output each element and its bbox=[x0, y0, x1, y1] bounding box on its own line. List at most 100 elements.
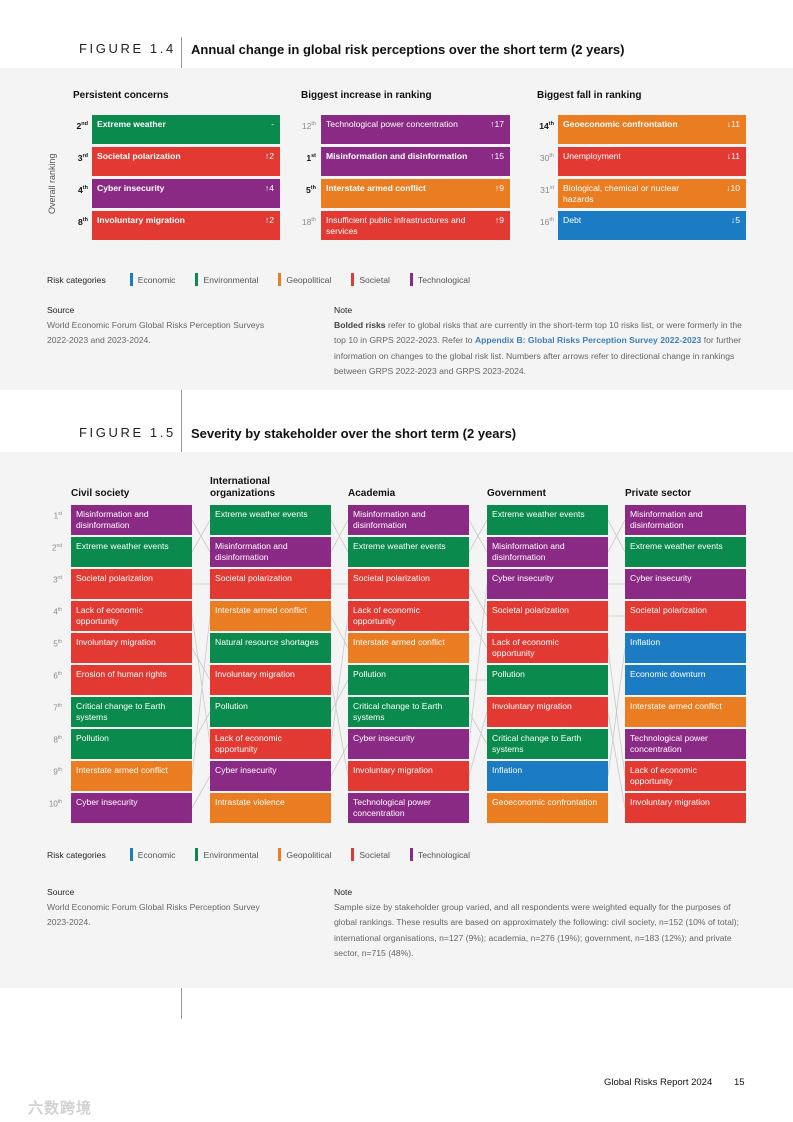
connector-pollution bbox=[330, 679, 349, 713]
legend-item-geopolitical: Geopolitical bbox=[278, 273, 331, 286]
connector-lack-of-economic-opportunity bbox=[468, 615, 488, 649]
risk-categories-legend: Risk categories Economic Environmental G… bbox=[47, 848, 490, 861]
risk-box-interstate-armed-conflict: Interstate armed conflict ↑9 bbox=[321, 179, 510, 208]
figure-1-4-title: Annual change in global risk perceptions… bbox=[191, 42, 625, 57]
risk-box-societal-polarization: Societal polarization bbox=[210, 569, 331, 599]
risk-box-societal-polarization: Societal polarization bbox=[348, 569, 469, 599]
risk-box-interstate-armed-conflict: Interstate armed conflict bbox=[210, 601, 331, 631]
rank-label: 2nd bbox=[76, 120, 88, 131]
legend-item-technological: Technological bbox=[409, 273, 470, 286]
risk-box-technological-power-concentration: Technological power concentration bbox=[625, 729, 746, 759]
rank-label: 3rd bbox=[53, 575, 62, 585]
risk-box-extreme-weather-events: Extreme weather events bbox=[210, 505, 331, 535]
rank-label: 1st bbox=[53, 511, 62, 521]
rank-label: 8th bbox=[78, 216, 88, 227]
note-block: Note Sample size by stakeholder group va… bbox=[334, 885, 754, 961]
rank-label: 18th bbox=[301, 216, 316, 227]
rank-label: 4th bbox=[78, 184, 88, 195]
rank-label: 7th bbox=[53, 703, 62, 713]
risk-box-insufficient-public-infrastructures-and-services: Insufficient public infrastructures and … bbox=[321, 211, 510, 240]
connector-cyber-insecurity bbox=[468, 583, 488, 745]
connector-involuntary-migration bbox=[191, 647, 211, 681]
rank-change: ↑4 bbox=[264, 183, 274, 193]
risk-box-extreme-weather-events: Extreme weather events bbox=[625, 537, 746, 567]
legend-item-economic: Economic bbox=[129, 848, 175, 861]
rank-label: 16th bbox=[539, 216, 554, 227]
connector-cyber-insecurity bbox=[330, 743, 349, 777]
risk-box-lack-of-economic-opportunity: Lack of economic opportunity bbox=[487, 633, 608, 663]
connector-lack-of-economic-opportunity bbox=[330, 615, 349, 745]
risk-box-interstate-armed-conflict: Interstate armed conflict bbox=[71, 761, 192, 791]
source-heading: Source bbox=[47, 887, 75, 897]
risk-box-critical-change-to-earth-systems: Critical change to Earth systems bbox=[487, 729, 608, 759]
rank-label: 4th bbox=[53, 607, 62, 617]
connector-pollution bbox=[191, 711, 211, 745]
risk-box-misinformation-and-disinformation: Misinformation and disinformation bbox=[210, 537, 331, 567]
risk-box-pollution: Pollution bbox=[210, 697, 331, 727]
risk-box-natural-resource-shortages: Natural resource shortages bbox=[210, 633, 331, 663]
rank-label: 12th bbox=[301, 120, 316, 131]
rank-change: ↓11 bbox=[726, 119, 740, 129]
connector-cyber-insecurity bbox=[191, 775, 211, 809]
rank-label: 2nd bbox=[51, 543, 62, 553]
risk-box-geoeconomic-confrontation: Geoeconomic confrontation bbox=[487, 793, 608, 823]
watermark: 六数跨境 bbox=[28, 1100, 93, 1117]
rank-change: ↑9 bbox=[494, 215, 504, 225]
figure-divider bbox=[181, 37, 182, 68]
column-heading-persistent-concerns: Persistent concerns bbox=[73, 90, 169, 101]
source-block: Source World Economic Forum Global Risks… bbox=[47, 303, 277, 349]
rank-label: 5th bbox=[306, 184, 316, 195]
risk-box-intrastate-violence: Intrastate violence bbox=[210, 793, 331, 823]
source-text: World Economic Forum Global Risks Percep… bbox=[47, 320, 265, 346]
figure-1-5-title: Severity by stakeholder over the short t… bbox=[191, 426, 517, 441]
risk-box-technological-power-concentration: Technological power concentration bbox=[348, 793, 469, 823]
risk-box-cyber-insecurity: Cyber insecurity bbox=[625, 569, 746, 599]
legend-title: Risk categories bbox=[47, 849, 106, 860]
column-heading-international-organizations: International organizations bbox=[210, 476, 276, 499]
rank-label: 8th bbox=[53, 735, 62, 745]
risk-box-lack-of-economic-opportunity: Lack of economic opportunity bbox=[71, 601, 192, 631]
risk-box-critical-change-to-earth-systems: Critical change to Earth systems bbox=[71, 697, 192, 727]
risk-box-misinformation-and-disinformation: Misinformation and disinformation bbox=[348, 505, 469, 535]
rank-label: 1st bbox=[306, 152, 316, 163]
appendix-b-link[interactable]: Appendix B: Global Risks Perception Surv… bbox=[474, 335, 702, 346]
rank-label: 30th bbox=[539, 152, 554, 163]
legend-item-technological: Technological bbox=[409, 848, 470, 861]
source-block: Source World Economic Forum Global Risks… bbox=[47, 885, 277, 931]
note-text: Bolded risks refer to global risks that … bbox=[334, 320, 742, 376]
risk-box-interstate-armed-conflict: Interstate armed conflict bbox=[625, 697, 746, 727]
risk-categories-legend: Risk categories Economic Environmental G… bbox=[47, 273, 490, 286]
figure-1-4-label: FIGURE 1.4 bbox=[79, 41, 176, 56]
risk-box-misinformation-and-disinformation: Misinformation and disinformation bbox=[487, 537, 608, 567]
risk-box-inflation: Inflation bbox=[625, 633, 746, 663]
rank-change: ↓10 bbox=[726, 183, 740, 193]
risk-box-lack-of-economic-opportunity: Lack of economic opportunity bbox=[348, 601, 469, 631]
risk-box-extreme-weather: Extreme weather - bbox=[92, 115, 280, 144]
rank-label: 14th bbox=[539, 120, 554, 131]
risk-box-misinformation-and-disinformation: Misinformation and disinformation bbox=[625, 505, 746, 535]
rank-change: ↑15 bbox=[490, 151, 504, 161]
source-text: World Economic Forum Global Risks Percep… bbox=[47, 902, 260, 928]
risk-box-misinformation-and-disinformation: Misinformation and disinformation ↑15 bbox=[321, 147, 510, 176]
connector-misinformation-and-disinformation bbox=[330, 519, 349, 553]
connector-extreme-weather-events bbox=[468, 519, 488, 553]
risk-box-lack-of-economic-opportunity: Lack of economic opportunity bbox=[625, 761, 746, 791]
risk-box-interstate-armed-conflict: Interstate armed conflict bbox=[348, 633, 469, 663]
connector-involuntary-migration bbox=[330, 679, 349, 777]
risk-box-societal-polarization: Societal polarization bbox=[625, 601, 746, 631]
connector-inflation bbox=[607, 647, 626, 777]
column-heading-biggest-increase-in-ranking: Biggest increase in ranking bbox=[301, 90, 432, 101]
risk-box-societal-polarization: Societal polarization ↑2 bbox=[92, 147, 280, 176]
risk-box-involuntary-migration: Involuntary migration ↑2 bbox=[92, 211, 280, 240]
legend-title: Risk categories bbox=[47, 274, 106, 285]
risk-box-critical-change-to-earth-systems: Critical change to Earth systems bbox=[348, 697, 469, 727]
connector-misinformation-and-disinformation bbox=[607, 519, 626, 553]
risk-box-cyber-insecurity: Cyber insecurity bbox=[71, 793, 192, 823]
column-heading-civil-society: Civil society bbox=[71, 488, 130, 499]
risk-box-involuntary-migration: Involuntary migration bbox=[487, 697, 608, 727]
risk-box-involuntary-migration: Involuntary migration bbox=[71, 633, 192, 663]
risk-box-lack-of-economic-opportunity: Lack of economic opportunity bbox=[210, 729, 331, 759]
rank-change: ↑9 bbox=[494, 183, 504, 193]
risk-box-unemployment: Unemployment ↓11 bbox=[558, 147, 746, 176]
rank-change: ↓5 bbox=[730, 215, 740, 225]
